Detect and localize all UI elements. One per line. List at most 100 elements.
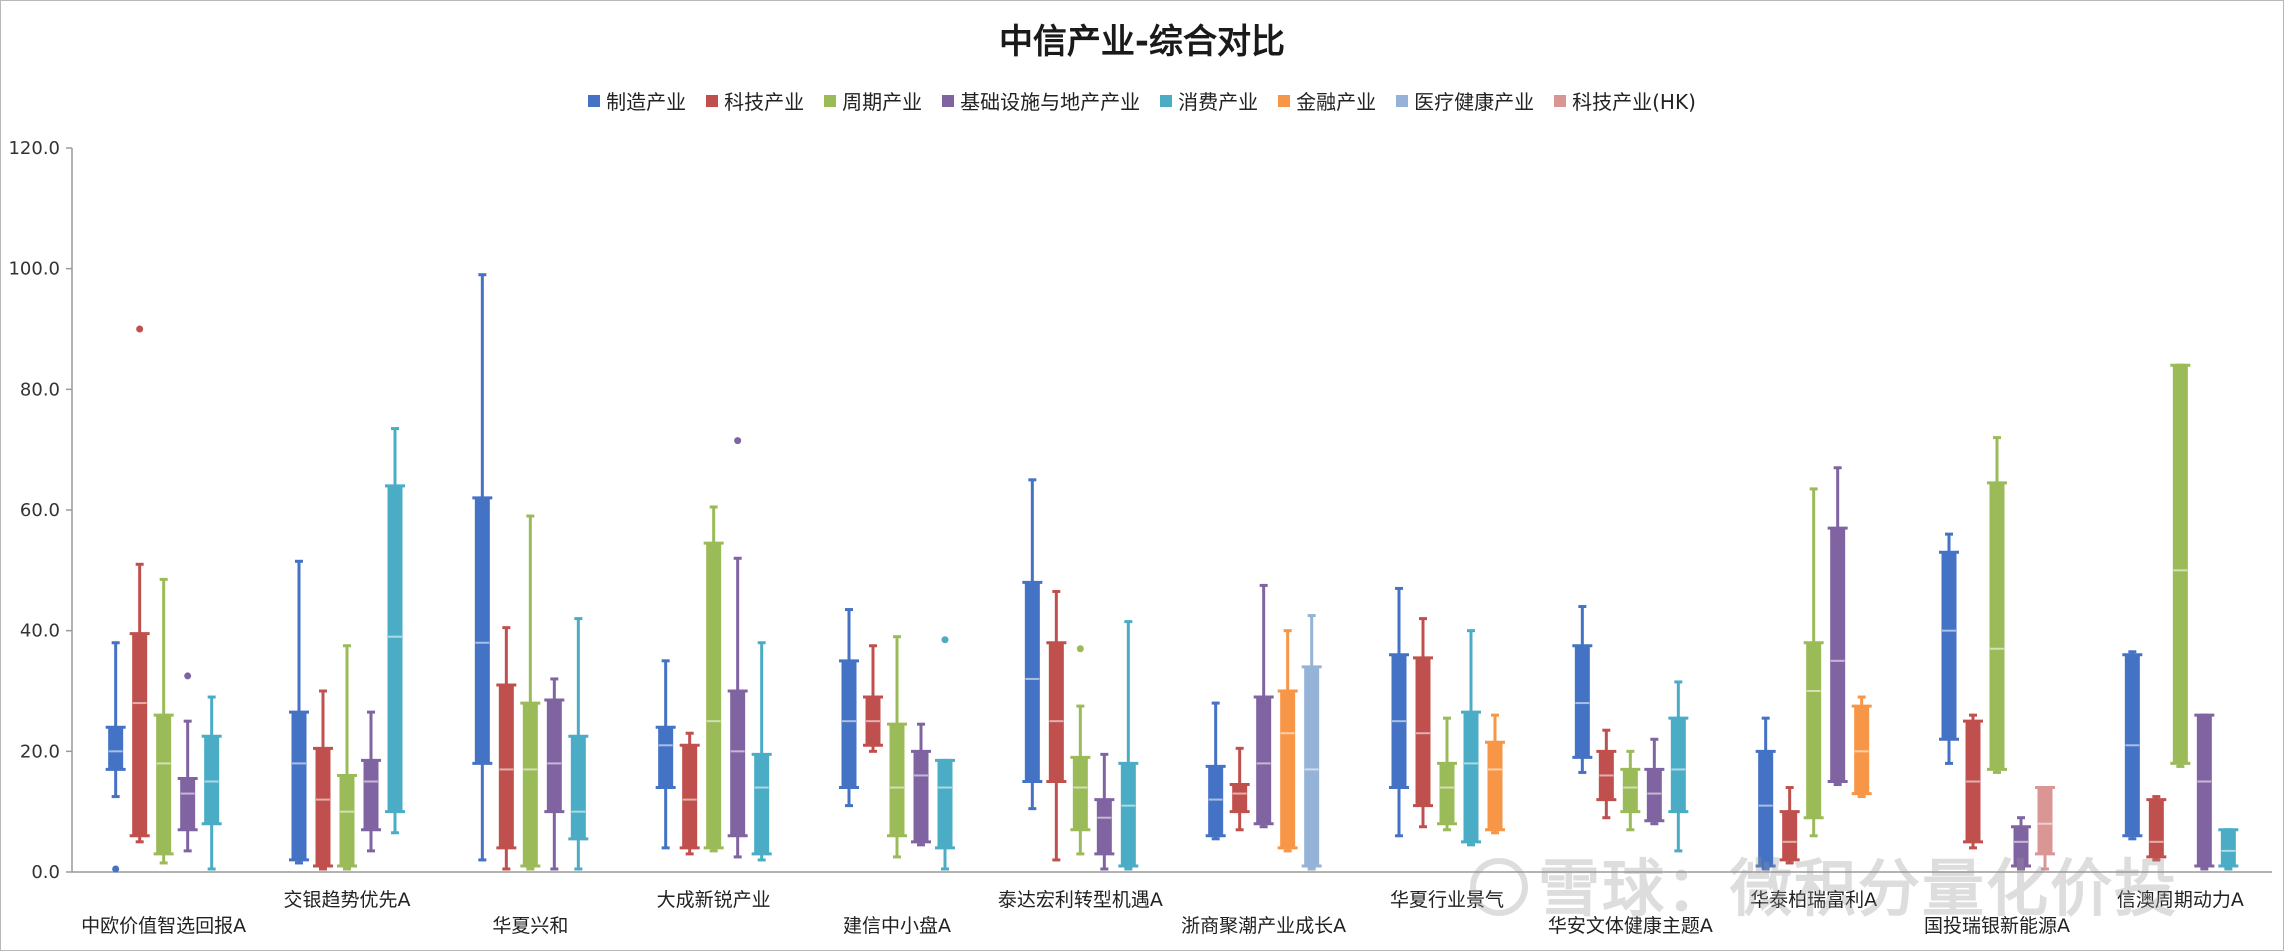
box-iqr bbox=[1208, 765, 1224, 837]
box-iqr bbox=[1415, 657, 1431, 807]
legend-label: 金融产业 bbox=[1296, 90, 1377, 114]
box-iqr bbox=[706, 542, 722, 849]
legend-swatch bbox=[824, 94, 837, 107]
legend-swatch bbox=[1160, 94, 1173, 107]
box-iqr bbox=[889, 723, 905, 837]
legend-swatch bbox=[1554, 94, 1567, 107]
legend-label: 科技产业 bbox=[724, 90, 805, 114]
legend-item: 基础设施与地产产业 bbox=[942, 86, 1140, 115]
watermark: 雪球：微积分量化价投 bbox=[1470, 838, 2178, 928]
box-iqr bbox=[339, 774, 355, 867]
box-iqr bbox=[754, 753, 770, 855]
box-iqr bbox=[1024, 581, 1040, 783]
box-iqr bbox=[937, 759, 953, 849]
box-iqr bbox=[204, 735, 220, 825]
chart-title: 中信产业-综合对比 bbox=[998, 22, 1286, 62]
x-tick-label: 泰达宏利转型机遇A bbox=[998, 889, 1163, 911]
outlier-point bbox=[1076, 645, 1084, 653]
legend-item: 科技产业 bbox=[706, 86, 804, 115]
outlier-point bbox=[734, 437, 742, 445]
legend-swatch bbox=[588, 94, 601, 107]
legend-swatch bbox=[942, 94, 955, 107]
x-tick-label: 华泰柏瑞富利A bbox=[1750, 889, 1877, 911]
box-iqr bbox=[522, 702, 538, 867]
x-tick-label: 中欧价值智选回报A bbox=[81, 915, 246, 937]
box-iqr bbox=[1670, 717, 1686, 813]
y-tick-label: 80.0 bbox=[20, 379, 60, 400]
box-iqr bbox=[2220, 829, 2236, 867]
legend-swatch bbox=[1396, 94, 1409, 107]
box-iqr bbox=[291, 711, 307, 861]
box-iqr bbox=[1574, 645, 1590, 758]
box-iqr bbox=[387, 485, 403, 813]
box-iqr bbox=[1463, 711, 1479, 843]
x-tick-label: 浙商聚潮产业成长A bbox=[1181, 915, 1346, 937]
box-iqr bbox=[1830, 527, 1846, 782]
x-tick-label: 华夏兴和 bbox=[492, 915, 568, 937]
box-iqr bbox=[658, 726, 674, 789]
box-iqr bbox=[1989, 482, 2005, 770]
box-iqr bbox=[1304, 666, 1320, 867]
box-iqr bbox=[1439, 762, 1455, 825]
legend-swatch bbox=[706, 94, 719, 107]
y-tick-label: 60.0 bbox=[20, 500, 60, 521]
watermark-text: 雪球：微积分量化价投 bbox=[1538, 852, 2179, 925]
box-iqr bbox=[546, 699, 562, 813]
box-iqr bbox=[1806, 642, 1822, 819]
box-iqr bbox=[1120, 762, 1136, 867]
legend-item: 金融产业 bbox=[1278, 86, 1376, 115]
legend-item: 医疗健康产业 bbox=[1396, 86, 1534, 115]
legend-item: 科技产业(HK) bbox=[1554, 86, 1696, 115]
box-iqr bbox=[1256, 696, 1272, 825]
x-tick-label: 大成新锐产业 bbox=[657, 889, 771, 911]
legend-item: 周期产业 bbox=[824, 86, 922, 115]
box-iqr bbox=[498, 684, 514, 849]
legend-label: 消费产业 bbox=[1178, 90, 1259, 114]
x-tick-label: 国投瑞银新能源A bbox=[1924, 915, 2070, 937]
y-tick-label: 40.0 bbox=[20, 621, 60, 642]
box-iqr bbox=[108, 726, 124, 770]
box-iqr bbox=[1622, 768, 1638, 813]
legend-item: 制造产业 bbox=[588, 86, 686, 115]
snowball-logo-icon bbox=[1470, 858, 1528, 916]
box-iqr bbox=[913, 750, 929, 843]
y-tick-label: 120.0 bbox=[8, 138, 60, 159]
box-iqr bbox=[841, 660, 857, 789]
outlier-point bbox=[136, 325, 144, 333]
legend-swatch bbox=[1278, 94, 1291, 107]
box-iqr bbox=[132, 633, 148, 837]
outlier-point bbox=[184, 672, 192, 680]
box-iqr bbox=[1280, 690, 1296, 849]
box-iqr bbox=[682, 744, 698, 849]
y-tick-label: 0.0 bbox=[31, 862, 60, 883]
legend-item: 消费产业 bbox=[1160, 86, 1258, 115]
legend-label: 周期产业 bbox=[842, 90, 923, 114]
box-iqr bbox=[315, 747, 331, 867]
box-iqr bbox=[474, 497, 490, 764]
legend: 制造产业 科技产业 周期产业 基础设施与地产产业 消费产业 金融产业 医疗健康产业 科技产业(… bbox=[0, 86, 2284, 115]
box-iqr bbox=[570, 735, 586, 840]
outlier-point bbox=[112, 865, 120, 873]
box-iqr bbox=[1072, 756, 1088, 831]
y-tick-label: 100.0 bbox=[8, 259, 60, 280]
box-iqr bbox=[1646, 768, 1662, 822]
box-iqr bbox=[1941, 551, 1957, 740]
legend-label: 医疗健康产业 bbox=[1414, 90, 1535, 114]
box-iqr bbox=[156, 714, 172, 855]
x-tick-label: 华安文体健康主题A bbox=[1548, 915, 1713, 937]
y-tick-label: 20.0 bbox=[20, 741, 60, 762]
box-iqr bbox=[363, 759, 379, 831]
box-iqr bbox=[1487, 741, 1503, 831]
box-iqr bbox=[1096, 799, 1112, 855]
box-iqr bbox=[1048, 642, 1064, 782]
box-iqr bbox=[2196, 714, 2212, 867]
box-iqr bbox=[180, 777, 196, 831]
x-tick-label: 信澳周期动力A bbox=[2117, 889, 2244, 911]
box-iqr bbox=[1854, 705, 1870, 795]
legend-label: 基础设施与地产产业 bbox=[960, 90, 1141, 114]
legend-label: 制造产业 bbox=[606, 90, 687, 114]
x-tick-label: 建信中小盘A bbox=[843, 915, 951, 937]
box-iqr bbox=[730, 690, 746, 837]
